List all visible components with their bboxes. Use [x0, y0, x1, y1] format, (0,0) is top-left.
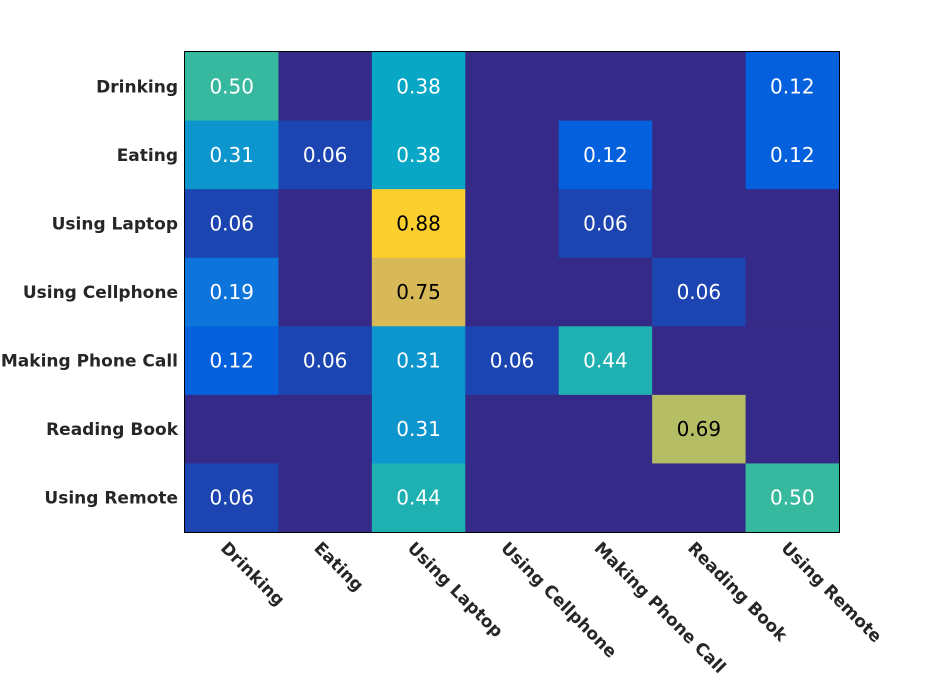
heatmap-cell-using-remote-drinking [185, 463, 279, 533]
cell-value-label: 0.31 [396, 417, 441, 441]
heatmap-cell-making-phone-call-reading-book [652, 326, 747, 396]
heatmap-cell-reading-book-using-cellphone [465, 394, 560, 464]
heatmap-cell-making-phone-call-making-phone-call [558, 326, 653, 396]
heatmap-cell-using-remote-using-laptop [371, 463, 466, 533]
heatmap-cell-using-remote-using-cellphone [465, 463, 560, 533]
cell-value-label: 0.31 [396, 349, 441, 373]
heatmap-cell-eating-using-cellphone [465, 120, 560, 190]
x-tick-label: Reading Book [683, 538, 791, 646]
heatmap-cell-drinking-drinking [185, 52, 279, 122]
heatmap-cell-making-phone-call-using-laptop [371, 326, 466, 396]
heatmap-cell-drinking-reading-book [652, 52, 747, 122]
heatmap-cell-drinking-eating [278, 52, 373, 122]
cell-value-label: 0.12 [770, 74, 815, 98]
heatmap-cell-using-cellphone-making-phone-call [558, 257, 653, 327]
y-tick-label: Using Remote [44, 489, 178, 509]
cell-value-label: 0.06 [677, 280, 722, 304]
cell-value-label: 0.06 [490, 349, 535, 373]
x-tick-label: Eating [310, 538, 367, 595]
heatmap-cell-using-laptop-using-remote [745, 189, 840, 259]
cell-value-label: 0.75 [396, 280, 441, 304]
heatmap-cell-using-laptop-using-cellphone [465, 189, 560, 259]
cell-value-label: 0.44 [583, 349, 628, 373]
heatmap-cell-using-remote-eating [278, 463, 373, 533]
heatmap-cell-using-cellphone-using-remote [745, 257, 840, 327]
y-axis-tick-labels: Drinking Eating Using Laptop Using Cellphon… [1, 77, 179, 508]
heatmap-cell-using-laptop-using-laptop [371, 189, 466, 259]
heatmap-cell-eating-reading-book [652, 120, 747, 190]
heatmap-cell-eating-using-remote [745, 120, 840, 190]
heatmap-cell-reading-book-using-laptop [371, 394, 466, 464]
cell-value-label: 0.06 [209, 486, 254, 510]
x-tick-label: Using Remote [777, 538, 886, 647]
cell-value-label: 0.38 [396, 143, 441, 167]
heatmap-cell-using-remote-using-remote [745, 463, 840, 533]
cell-value-label: 0.06 [303, 349, 348, 373]
heatmap-cell-using-laptop-eating [278, 189, 373, 259]
cell-value-label: 0.19 [209, 280, 254, 304]
cell-value-label: 0.50 [209, 74, 254, 98]
y-tick-label: Making Phone Call [1, 352, 178, 372]
cell-value-label: 0.06 [583, 211, 628, 235]
heatmap-cell-making-phone-call-using-cellphone [465, 326, 560, 396]
heatmap-cell-reading-book-using-remote [745, 394, 840, 464]
cell-value-label: 0.31 [209, 143, 254, 167]
y-tick-label: Using Laptop [52, 214, 178, 234]
heatmap-cell-reading-book-reading-book [652, 394, 747, 464]
cell-value-label: 0.12 [209, 349, 254, 373]
heatmap-cell-using-laptop-reading-book [652, 189, 747, 259]
y-tick-label: Eating [117, 146, 178, 166]
cell-value-label: 0.88 [396, 211, 441, 235]
cell-value-label: 0.12 [770, 143, 815, 167]
cell-value-label: 0.12 [583, 143, 628, 167]
heatmap-cell-drinking-using-remote [745, 52, 840, 122]
heatmap-cell-eating-eating [278, 120, 373, 190]
heatmap-cell-eating-using-laptop [371, 120, 466, 190]
heatmap-cell-eating-making-phone-call [558, 120, 653, 190]
heatmap-cell-using-cellphone-reading-book [652, 257, 747, 327]
heatmap-cell-using-laptop-making-phone-call [558, 189, 653, 259]
x-tick-label: Drinking [216, 538, 288, 610]
cell-value-label: 0.06 [303, 143, 348, 167]
heatmap-cell-making-phone-call-drinking [185, 326, 279, 396]
cell-value-label: 0.44 [396, 486, 441, 510]
heatmap-cell-using-cellphone-eating [278, 257, 373, 327]
heatmap-cell-reading-book-making-phone-call [558, 394, 653, 464]
heatmap-cell-reading-book-drinking [185, 394, 279, 464]
heatmap-cell-labels: 0.50 0.38 0.12 0.31 0.06 0.38 0.12 0.12 0.06 0.88… [209, 74, 814, 509]
heatmap-cell-drinking-using-laptop [371, 52, 466, 122]
cell-value-label: 0.50 [770, 486, 815, 510]
heatmap-cell-eating-drinking [185, 120, 279, 190]
x-tick-label: Using Laptop [403, 538, 507, 642]
heatmap-cell-drinking-using-cellphone [465, 52, 560, 122]
heatmap-cell-drinking-making-phone-call [558, 52, 653, 122]
cell-value-label: 0.06 [209, 211, 254, 235]
heatmap-cell-making-phone-call-eating [278, 326, 373, 396]
heatmap-cell-using-remote-making-phone-call [558, 463, 653, 533]
cell-value-label: 0.38 [396, 74, 441, 98]
heatmap-cell-using-cellphone-drinking [185, 257, 279, 327]
heatmap-cell-making-phone-call-using-remote [745, 326, 840, 396]
heatmap-cell-using-laptop-drinking [185, 189, 279, 259]
y-tick-label: Drinking [96, 77, 178, 97]
y-tick-label: Using Cellphone [23, 283, 178, 303]
heatmap-cells [185, 52, 840, 533]
heatmap-cell-reading-book-eating [278, 394, 373, 464]
plot-frame [184, 51, 840, 533]
heatmap-cell-using-cellphone-using-laptop [371, 257, 466, 327]
y-tick-label: Reading Book [46, 420, 179, 440]
cell-value-label: 0.69 [677, 417, 722, 441]
heatmap-cell-using-remote-reading-book [652, 463, 747, 533]
heatmap-cell-using-cellphone-using-cellphone [465, 257, 560, 327]
